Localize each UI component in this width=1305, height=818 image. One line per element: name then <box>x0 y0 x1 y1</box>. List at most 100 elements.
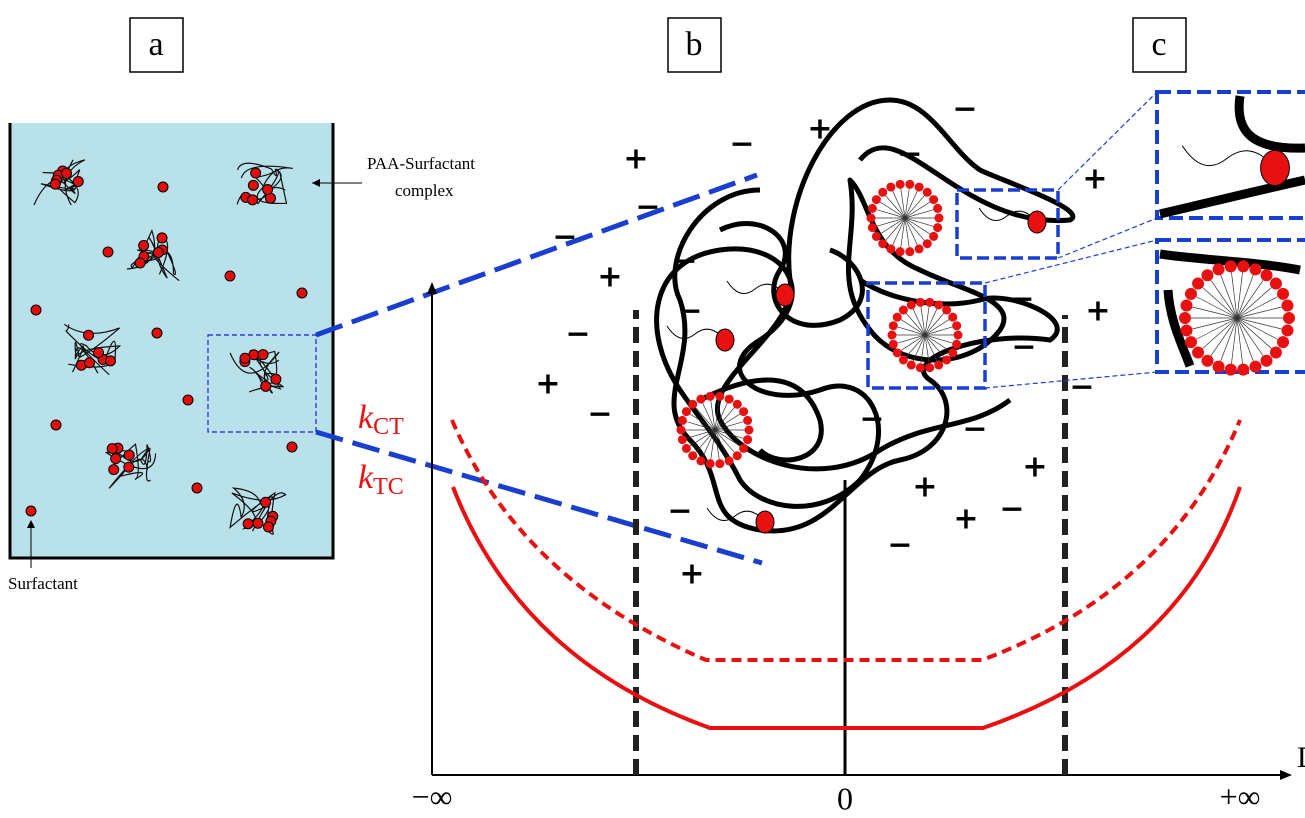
bound-surfactant <box>105 356 115 366</box>
head <box>1181 324 1193 336</box>
head <box>678 435 687 444</box>
bound-surfactant <box>62 168 72 178</box>
charge: − <box>677 294 702 329</box>
head <box>886 244 895 253</box>
head <box>867 214 876 223</box>
charge: − <box>962 412 987 447</box>
charge: − <box>587 397 612 432</box>
head <box>899 306 908 315</box>
head <box>733 451 742 460</box>
head <box>1185 288 1197 300</box>
axis-tick: +∞ <box>1220 778 1261 814</box>
head <box>715 392 724 401</box>
symbol: k <box>358 459 374 496</box>
head <box>1192 346 1204 358</box>
charge: + <box>807 112 832 147</box>
head <box>933 223 942 232</box>
bound-surfactant <box>124 450 134 460</box>
axis-tick: −∞ <box>412 778 453 814</box>
charge: − <box>729 127 754 162</box>
head <box>1283 312 1295 324</box>
head <box>923 239 932 248</box>
head <box>925 298 934 307</box>
symbol: k <box>358 399 374 436</box>
panel-label: c <box>1151 26 1166 63</box>
bound-surfactant <box>248 180 258 190</box>
head <box>1028 211 1046 233</box>
head <box>925 363 934 372</box>
head <box>688 451 697 460</box>
head <box>743 416 752 425</box>
bound-surfactant <box>111 454 121 464</box>
head <box>745 426 754 435</box>
head <box>907 361 916 370</box>
head <box>725 456 734 465</box>
head <box>905 180 914 189</box>
bound-surfactant <box>263 184 273 194</box>
charge: + <box>1022 450 1047 485</box>
head <box>1192 278 1204 290</box>
head <box>733 400 742 409</box>
head <box>923 188 932 197</box>
head <box>1281 324 1293 336</box>
head <box>677 426 686 435</box>
bound-surfactant <box>157 233 167 243</box>
axis-label: D <box>1297 741 1305 774</box>
free-surfactant <box>297 288 307 298</box>
head <box>739 444 748 453</box>
charge: + <box>912 470 937 505</box>
head <box>716 329 734 351</box>
figure: a b c PAA-Surfactant complex Surfactant … <box>0 0 1305 818</box>
bound-surfactant <box>139 240 149 250</box>
head <box>948 313 957 322</box>
head <box>868 223 877 232</box>
bound-surfactant <box>107 444 117 454</box>
head <box>688 400 697 409</box>
bound-surfactant <box>243 519 253 529</box>
charge: − <box>672 244 697 279</box>
annotation: Surfactant <box>8 574 78 593</box>
head <box>915 244 924 253</box>
head <box>872 232 881 241</box>
head <box>1249 361 1261 373</box>
head <box>1237 260 1249 272</box>
charge: + <box>953 502 978 537</box>
head <box>893 348 902 357</box>
head <box>1201 269 1213 281</box>
head <box>899 355 908 364</box>
charge: − <box>667 494 692 529</box>
bound-surfactant <box>73 176 83 186</box>
head <box>916 363 925 372</box>
head <box>889 340 898 349</box>
head <box>915 183 924 192</box>
bound-surfactant <box>153 247 163 257</box>
head <box>868 204 877 213</box>
bound-surfactant <box>263 522 273 532</box>
head <box>1277 288 1289 300</box>
head <box>935 214 944 223</box>
head <box>948 348 957 357</box>
charge: − <box>1069 370 1094 405</box>
bound-surfactant <box>93 348 103 358</box>
head <box>1201 355 1213 367</box>
head <box>896 180 905 189</box>
head <box>934 300 943 309</box>
charge: − <box>952 92 977 127</box>
axis-tick: 0 <box>837 780 853 816</box>
head <box>682 407 691 416</box>
head <box>952 340 961 349</box>
bound-surfactant <box>84 358 94 368</box>
head <box>1225 364 1237 376</box>
head <box>725 395 734 404</box>
head <box>896 247 905 256</box>
head <box>933 204 942 213</box>
bound-surfactant <box>50 179 60 189</box>
head <box>1225 260 1237 272</box>
head <box>942 306 951 315</box>
free-surfactant <box>51 420 61 430</box>
charge: + <box>597 260 622 295</box>
head <box>776 284 794 306</box>
charge: + <box>1085 294 1110 329</box>
bound-surfactant <box>253 518 263 528</box>
head <box>905 247 914 256</box>
